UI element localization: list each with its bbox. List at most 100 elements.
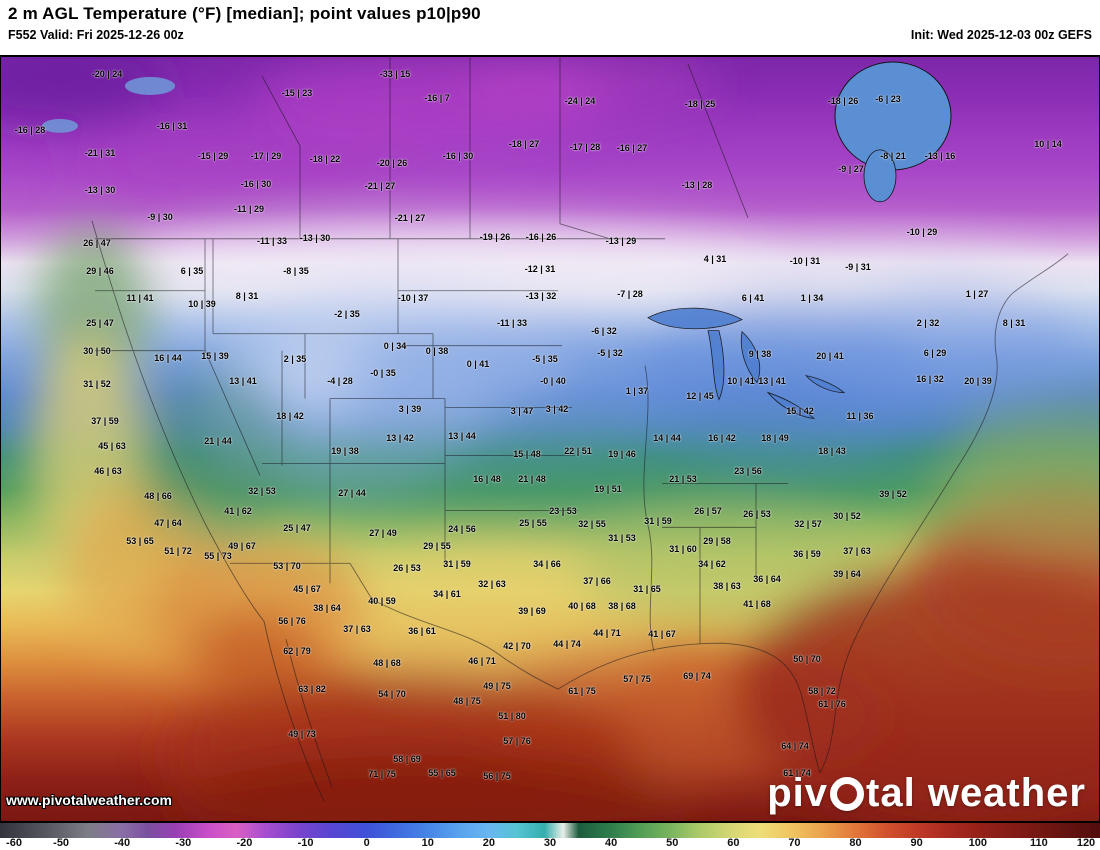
point-value: 61 | 75 (568, 686, 596, 696)
point-value: -10 | 37 (397, 293, 429, 303)
point-values-layer: -20 | 24 -15 | 23 -33 | 15 -16 | 7 -24 | 24 -… (0, 56, 1100, 822)
pivotal-weather-logo: piv tal weather (767, 771, 1086, 816)
point-value: -6 | 23 (875, 94, 901, 104)
point-value: 25 | 47 (86, 318, 114, 328)
point-value: -13 | 28 (681, 180, 713, 190)
point-value: 32 | 63 (478, 579, 506, 589)
point-value: 31 | 53 (608, 533, 636, 543)
point-value: 2 | 32 (916, 318, 940, 328)
point-value: 21 | 44 (204, 436, 232, 446)
point-value: 34 | 66 (533, 559, 561, 569)
point-value: -16 | 30 (240, 179, 272, 189)
point-value: -18 | 26 (827, 96, 859, 106)
point-value: 44 | 71 (593, 628, 621, 638)
point-value: 4 | 31 (703, 254, 727, 264)
point-value: -13 | 16 (924, 151, 956, 161)
point-value: -18 | 22 (309, 154, 341, 164)
point-value: 30 | 52 (833, 511, 861, 521)
point-value: 15 | 39 (201, 351, 229, 361)
point-value: 21 | 53 (669, 474, 697, 484)
point-value: 56 | 76 (278, 616, 306, 626)
point-value: 25 | 55 (519, 518, 547, 528)
point-value: 26 | 47 (83, 238, 111, 248)
point-value: 63 | 82 (298, 684, 326, 694)
point-value: 53 | 65 (126, 536, 154, 546)
point-value: -24 | 24 (564, 96, 596, 106)
point-value: 58 | 72 (808, 686, 836, 696)
point-value: -9 | 31 (845, 262, 871, 272)
colorbar-tick-label: 60 (727, 837, 740, 849)
point-value: -16 | 30 (442, 151, 474, 161)
colorbar-ticks: -60 -50 -40 -30 -20 -10 0 10 20 30 40 50 60 70 80 90 100… (0, 838, 1100, 850)
logo-text-suffix: tal weather (866, 771, 1086, 815)
point-value: 31 | 59 (443, 559, 471, 569)
point-value: 1 | 27 (965, 289, 989, 299)
point-value: 51 | 80 (498, 711, 526, 721)
point-value: 10 | 14 (1034, 139, 1062, 149)
point-value: 47 | 64 (154, 518, 182, 528)
point-value: 57 | 76 (503, 736, 531, 746)
point-value: 41 | 67 (648, 629, 676, 639)
point-value: -8 | 21 (880, 151, 906, 161)
point-value: 40 | 68 (568, 601, 596, 611)
colorbar-tick-label: -30 (175, 837, 192, 849)
point-value: -0 | 35 (370, 368, 396, 378)
point-value: 39 | 52 (879, 489, 907, 499)
point-value: 64 | 74 (781, 741, 809, 751)
point-value: -18 | 27 (508, 139, 540, 149)
colorbar-tick-label: 30 (543, 837, 557, 849)
point-value: -10 | 31 (789, 256, 821, 266)
point-value: 23 | 53 (549, 506, 577, 516)
point-value: -7 | 28 (617, 289, 643, 299)
point-value: 11 | 41 (126, 293, 154, 303)
point-value: -11 | 29 (233, 204, 265, 214)
point-value: -21 | 27 (364, 181, 396, 191)
point-value: 13 | 41 (758, 376, 786, 386)
point-value: 6 | 29 (923, 348, 947, 358)
point-value: 29 | 58 (703, 536, 731, 546)
point-value: 8 | 31 (1002, 318, 1026, 328)
point-value: -0 | 40 (540, 376, 566, 386)
point-value: 51 | 72 (164, 546, 192, 556)
point-value: 37 | 63 (843, 546, 871, 556)
valid-time-label: F552 Valid: Fri 2025-12-26 00z (8, 28, 184, 42)
point-value: -20 | 24 (91, 69, 123, 79)
logo-text-prefix: piv (767, 771, 829, 815)
point-value: 25 | 47 (283, 523, 311, 533)
point-value: 53 | 70 (273, 561, 301, 571)
colorbar-tick-label: 50 (666, 837, 679, 849)
colorbar-tick-label: 10 (421, 837, 434, 849)
colorbar-tick-label: 70 (788, 837, 801, 849)
point-value: 22 | 51 (564, 446, 592, 456)
point-value: 13 | 41 (229, 376, 257, 386)
point-value: 38 | 68 (608, 601, 636, 611)
point-value: 26 | 53 (393, 563, 421, 573)
point-value: 31 | 52 (83, 379, 111, 389)
point-value: 39 | 64 (833, 569, 861, 579)
point-value: 3 | 39 (398, 404, 422, 414)
map-header: 2 m AGL Temperature (°F) [median]; point… (0, 0, 1100, 55)
point-value: -19 | 26 (479, 232, 511, 242)
temperature-map-graphic (0, 56, 1100, 822)
point-value: 61 | 76 (818, 699, 846, 709)
point-value: 48 | 66 (144, 491, 172, 501)
point-value: 36 | 59 (793, 549, 821, 559)
point-value: 56 | 75 (483, 771, 511, 781)
map-canvas: -20 | 24 -15 | 23 -33 | 15 -16 | 7 -24 | 24 -… (0, 55, 1100, 822)
point-value: 37 | 63 (343, 624, 371, 634)
point-value: 1 | 34 (800, 293, 824, 303)
point-value: 44 | 74 (553, 639, 581, 649)
point-value: -9 | 30 (147, 212, 173, 222)
point-value: 57 | 75 (623, 674, 651, 684)
point-value: -5 | 35 (532, 354, 558, 364)
point-value: 26 | 53 (743, 509, 771, 519)
colorbar-tick-label: 90 (910, 837, 923, 849)
point-value: 0 | 34 (383, 341, 407, 351)
point-value: 16 | 44 (154, 353, 182, 363)
point-value: 29 | 46 (86, 266, 114, 276)
point-value: -11 | 33 (496, 318, 528, 328)
colorbar-tick-label: -60 (6, 837, 22, 849)
point-value: 49 | 75 (483, 681, 511, 691)
point-value: -17 | 29 (250, 151, 282, 161)
point-value: 39 | 69 (518, 606, 546, 616)
